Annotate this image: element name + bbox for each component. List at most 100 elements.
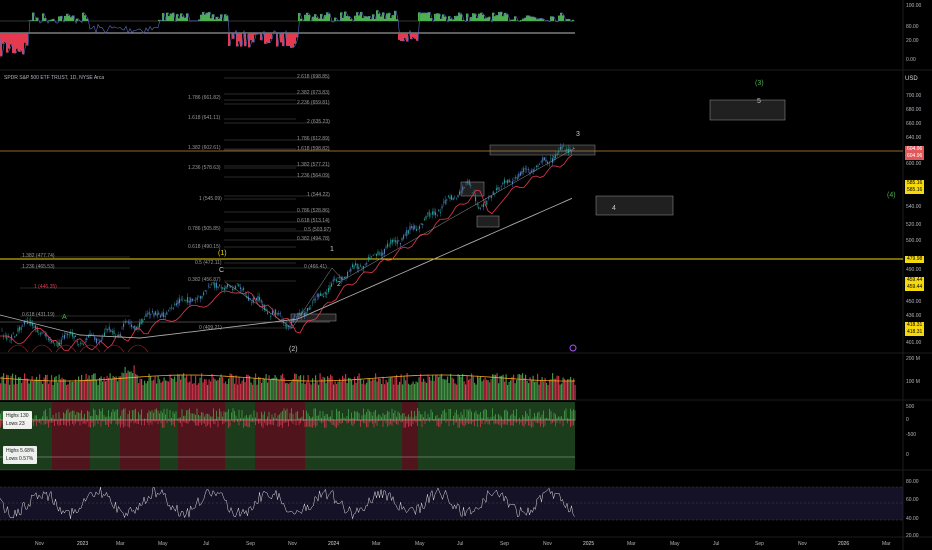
wave-label-i4: 4 — [612, 205, 616, 212]
volume-bar — [118, 376, 120, 400]
price-candle-body — [131, 324, 133, 327]
volume-bar — [519, 374, 521, 400]
osc-red-area — [256, 33, 258, 35]
price-candle-body — [355, 263, 357, 266]
breadth-bar — [414, 410, 415, 420]
price-candle-body — [345, 276, 347, 278]
breadth-bar — [375, 409, 376, 420]
breadth-bar — [169, 420, 171, 423]
price-candle-body — [123, 323, 125, 327]
time-axis-label: Sep — [755, 541, 764, 547]
breadth-bar — [492, 408, 493, 420]
breadth-bar — [187, 410, 189, 420]
volume-bar — [168, 381, 170, 400]
volume-bar — [432, 375, 434, 400]
volume-bar — [372, 378, 374, 400]
breadth-bar — [466, 420, 468, 424]
breadth-bar — [331, 420, 333, 425]
price-candle-body — [127, 321, 129, 323]
consolidation-box — [290, 313, 337, 322]
volume-bar — [265, 374, 267, 400]
volume-bar — [205, 379, 207, 400]
breadth-bar — [438, 420, 439, 427]
osc-green-area — [336, 20, 338, 21]
price-candle-body — [414, 225, 416, 229]
volume-bar — [72, 381, 74, 400]
top-scale-0: 0.00 — [906, 57, 916, 63]
price-candle-body — [569, 149, 571, 151]
breadth-bar — [544, 420, 546, 426]
osc-red-area — [24, 33, 26, 43]
price-candle-body — [407, 230, 409, 234]
cycle-arc — [7, 344, 29, 353]
breadth-bar — [574, 420, 576, 421]
volume-bar — [463, 381, 465, 400]
breadth-bar — [232, 408, 234, 420]
price-candle-body — [444, 199, 446, 204]
osc-green-area — [494, 16, 496, 21]
price-candle-body — [287, 325, 289, 327]
breadth-bar — [166, 420, 168, 424]
price-candle-body — [313, 298, 315, 301]
breadth-bar — [367, 420, 369, 427]
volume-bar — [480, 376, 482, 400]
breadth-bar — [543, 420, 544, 428]
breadth-bar — [240, 420, 241, 422]
breadth-bar — [204, 416, 205, 420]
price-candle-body — [516, 176, 518, 180]
breadth-bar — [460, 420, 462, 424]
breadth-bar — [504, 410, 505, 420]
price-candle-body — [395, 240, 397, 243]
breadth-bar — [469, 420, 471, 424]
breadth-bar — [511, 420, 513, 426]
volume-bar — [535, 381, 537, 400]
breadth-bar — [412, 420, 414, 425]
breadth-bar — [172, 420, 174, 425]
breadth-bar — [300, 418, 301, 420]
volume-bar — [549, 379, 551, 400]
price-candle-body — [108, 326, 110, 331]
breadth-bar — [253, 410, 255, 420]
volume-bar — [189, 381, 191, 400]
volume-bar — [225, 381, 227, 400]
volume-scale-label: 100 M — [906, 379, 920, 385]
volume-bar — [12, 373, 14, 400]
breadth-bar — [574, 410, 576, 420]
volume-bar — [370, 380, 372, 400]
fib-label: 0 (409.21) — [199, 325, 222, 331]
price-candle-body — [139, 322, 141, 328]
breadth-bar — [277, 420, 279, 427]
osc-red-area — [26, 33, 28, 46]
price-candle-body — [151, 311, 153, 313]
target-box-4 — [595, 195, 674, 216]
volume-bar — [475, 384, 477, 400]
volume-bar — [282, 373, 284, 400]
price-candle-body — [51, 340, 53, 343]
currency-label[interactable]: USD — [905, 76, 918, 82]
breadth-bar — [61, 418, 63, 420]
breadth-bar — [522, 415, 523, 420]
breadth-bar — [157, 420, 159, 425]
breadth-bar — [396, 416, 397, 420]
price-candle-body — [339, 277, 341, 278]
osc-green-area — [372, 14, 374, 21]
price-candle-body — [423, 219, 425, 220]
price-candle-body — [79, 342, 81, 344]
volume-bar — [528, 383, 530, 400]
breadth-bar — [403, 420, 405, 428]
osc-green-area — [212, 14, 214, 21]
volume-bar — [417, 382, 419, 400]
breadth-bar — [88, 411, 90, 420]
breadth-bar — [106, 416, 108, 420]
fib-label: 1.786 (612.89) — [297, 136, 330, 142]
price-candle-body — [348, 271, 350, 272]
breadth-bar — [192, 413, 193, 420]
breadth-bar — [436, 420, 438, 426]
breadth-bar — [411, 420, 412, 427]
price-candle-body — [422, 223, 424, 225]
price-candle-body — [555, 154, 557, 159]
breadth-bar — [319, 410, 321, 420]
breadth-bar — [61, 420, 63, 421]
price-candle-body — [153, 313, 155, 317]
